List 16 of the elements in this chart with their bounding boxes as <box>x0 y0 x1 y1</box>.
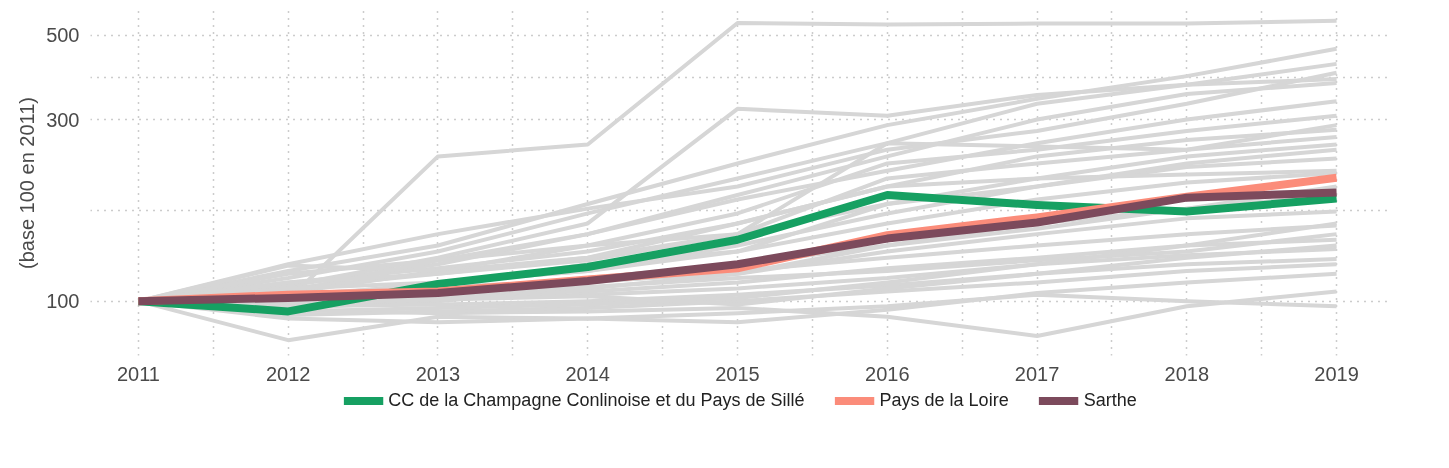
x-tick-label: 2017 <box>1014 362 1060 385</box>
x-tick-label: 2014 <box>565 362 610 385</box>
x-tick-label: 2013 <box>415 362 461 385</box>
x-tick-label: 2016 <box>865 362 910 385</box>
y-axis-title: (base 100 en 2011) <box>16 97 39 269</box>
legend-label: Sarthe <box>1083 389 1137 411</box>
x-tick-label: 2018 <box>1164 362 1210 385</box>
legend-label: Pays de la Loire <box>879 389 1009 411</box>
y-tick-label: 100 <box>46 290 80 313</box>
x-tick-label: 2012 <box>265 362 311 385</box>
legend-label: CC de la Champagne Conlinoise et du Pays de Sillé <box>388 389 805 411</box>
x-tick-label: 2011 <box>116 362 160 385</box>
x-tick-label: 2015 <box>715 362 760 385</box>
y-tick-label: 500 <box>46 24 80 47</box>
y-tick-label: 300 <box>46 108 80 131</box>
x-tick-label: 2019 <box>1314 362 1359 385</box>
